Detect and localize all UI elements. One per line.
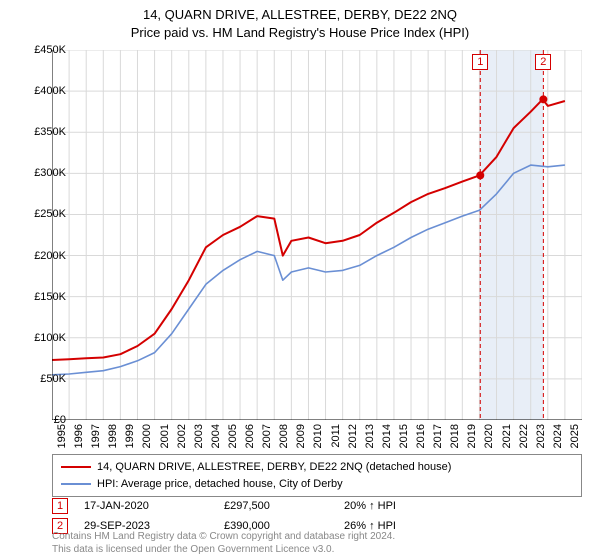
sale-row: 1 17-JAN-2020£297,50020% ↑ HPI xyxy=(52,498,582,514)
x-axis-label: 2015 xyxy=(398,424,410,448)
sale-date: 17-JAN-2020 xyxy=(84,500,224,512)
x-axis-label: 2014 xyxy=(381,424,393,448)
y-axis-label: £250K xyxy=(18,208,66,220)
x-axis-label: 2009 xyxy=(295,424,307,448)
legend-swatch-2 xyxy=(61,483,91,485)
chart-container: 14, QUARN DRIVE, ALLESTREE, DERBY, DE22 … xyxy=(0,0,600,560)
x-axis-label: 2012 xyxy=(347,424,359,448)
footer-line1: Contains HM Land Registry data © Crown c… xyxy=(52,530,395,543)
x-axis-label: 2024 xyxy=(552,424,564,448)
x-axis-label: 2025 xyxy=(569,424,581,448)
y-axis-label: £200K xyxy=(18,250,66,262)
x-axis-label: 2006 xyxy=(244,424,256,448)
y-axis-label: £300K xyxy=(18,167,66,179)
chart-title: 14, QUARN DRIVE, ALLESTREE, DERBY, DE22 … xyxy=(0,0,600,42)
footer-line2: This data is licensed under the Open Gov… xyxy=(52,543,395,556)
x-axis-label: 1995 xyxy=(56,424,68,448)
x-axis-label: 2022 xyxy=(518,424,530,448)
x-axis-label: 1997 xyxy=(90,424,102,448)
x-axis-label: 2001 xyxy=(159,424,171,448)
x-axis-label: 2008 xyxy=(278,424,290,448)
x-axis-label: 2020 xyxy=(483,424,495,448)
chart-area: 12 xyxy=(52,50,582,420)
x-axis-label: 2021 xyxy=(501,424,513,448)
y-axis-label: £100K xyxy=(18,332,66,344)
x-axis-label: 2011 xyxy=(330,424,342,448)
y-axis-label: £50K xyxy=(18,373,66,385)
x-axis-label: 2018 xyxy=(449,424,461,448)
legend-row-1: 14, QUARN DRIVE, ALLESTREE, DERBY, DE22 … xyxy=(61,459,573,476)
y-axis-label: £350K xyxy=(18,126,66,138)
sale-price: £297,500 xyxy=(224,500,344,512)
x-axis-label: 1999 xyxy=(124,424,136,448)
title-line1: 14, QUARN DRIVE, ALLESTREE, DERBY, DE22 … xyxy=(0,6,600,24)
x-axis-label: 2000 xyxy=(141,424,153,448)
footer-attribution: Contains HM Land Registry data © Crown c… xyxy=(52,530,395,556)
plot-svg xyxy=(52,50,582,420)
title-line2: Price paid vs. HM Land Registry's House … xyxy=(0,24,600,42)
x-axis-label: 2019 xyxy=(466,424,478,448)
legend-text-1: 14, QUARN DRIVE, ALLESTREE, DERBY, DE22 … xyxy=(97,459,451,476)
x-axis-label: 2010 xyxy=(312,424,324,448)
sale-marker-box: 1 xyxy=(52,498,68,514)
x-axis-label: 2002 xyxy=(176,424,188,448)
x-axis-label: 2007 xyxy=(261,424,273,448)
x-axis-label: 1998 xyxy=(107,424,119,448)
y-axis-label: £400K xyxy=(18,85,66,97)
x-axis-label: 2013 xyxy=(364,424,376,448)
legend-row-2: HPI: Average price, detached house, City… xyxy=(61,476,573,493)
legend-swatch-1 xyxy=(61,466,91,468)
x-axis-label: 1996 xyxy=(73,424,85,448)
legend-box: 14, QUARN DRIVE, ALLESTREE, DERBY, DE22 … xyxy=(52,454,582,497)
sale-delta: 20% ↑ HPI xyxy=(344,500,396,512)
x-axis-label: 2017 xyxy=(432,424,444,448)
x-axis-label: 2016 xyxy=(415,424,427,448)
x-axis-label: 2005 xyxy=(227,424,239,448)
x-axis-label: 2023 xyxy=(535,424,547,448)
x-axis-label: 2004 xyxy=(210,424,222,448)
legend-text-2: HPI: Average price, detached house, City… xyxy=(97,476,343,493)
sale-marker-label: 2 xyxy=(535,54,551,70)
sale-marker-label: 1 xyxy=(472,54,488,70)
x-axis-label: 2003 xyxy=(193,424,205,448)
y-axis-label: £150K xyxy=(18,291,66,303)
y-axis-label: £450K xyxy=(18,44,66,56)
